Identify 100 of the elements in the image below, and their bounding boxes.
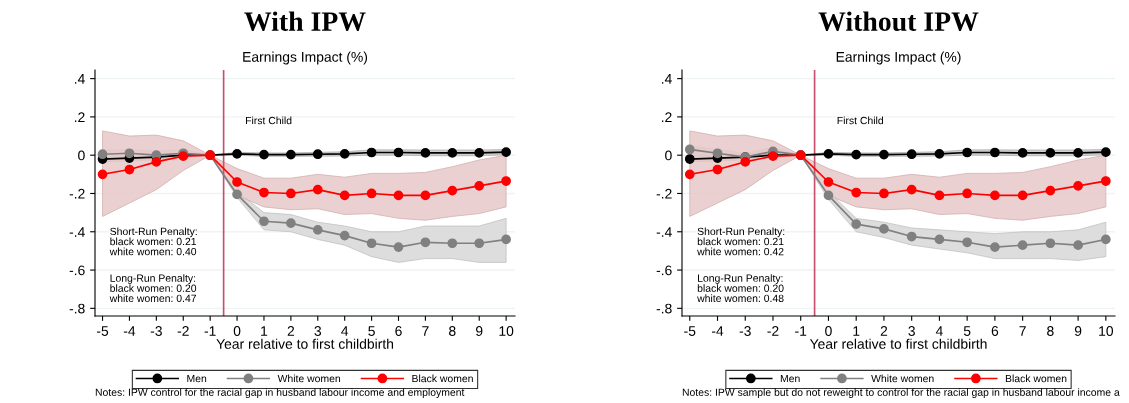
y-tick-label: .4 [74, 74, 85, 84]
legend-label: Black women [1005, 374, 1067, 383]
ref-line-label: First Child [837, 116, 883, 125]
point [1073, 180, 1083, 191]
point [879, 188, 889, 199]
x-axis-title: Year relative to first childbirth [216, 338, 394, 349]
point [232, 148, 242, 159]
x-tick-label: -4 [711, 326, 724, 336]
point [740, 157, 751, 167]
point [1017, 190, 1028, 201]
x-tick-label: 0 [233, 326, 241, 336]
x-tick-label: -2 [177, 326, 189, 336]
point [286, 188, 296, 199]
y-tick-label: .4 [661, 74, 672, 84]
x-tick-label: 8 [1047, 326, 1054, 336]
annotation: Short-Run Penalty: black women: 0.21 white women: 0.42 [697, 227, 785, 256]
point [312, 184, 323, 195]
chart-title: With IPW [244, 11, 366, 32]
point [124, 164, 135, 175]
point [259, 149, 269, 160]
x-tick-label: -3 [739, 326, 751, 336]
point [1045, 185, 1056, 196]
y-tick-label: .2 [74, 112, 85, 122]
point [339, 148, 350, 159]
x-tick-label: -4 [123, 326, 136, 336]
point [232, 177, 242, 187]
x-tick-label: 4 [935, 326, 943, 336]
x-axis-title: Year relative to first childbirth [809, 338, 987, 349]
point [1073, 240, 1083, 251]
point [906, 231, 917, 242]
x-tick-label: 5 [963, 326, 971, 336]
x-tick-label: 8 [449, 326, 456, 336]
point [684, 144, 695, 155]
point [934, 234, 945, 245]
y-tick-label: .2 [661, 112, 672, 122]
point [393, 190, 404, 201]
legend-label: Black women [412, 374, 473, 383]
point [1100, 234, 1111, 245]
x-tick-label: 10 [1099, 326, 1114, 336]
point [366, 238, 377, 249]
point [339, 230, 350, 241]
point [1100, 176, 1111, 186]
point [962, 188, 973, 199]
x-tick-label: -1 [204, 326, 216, 336]
y-tick-label: -.2 [656, 188, 672, 199]
x-tick-label: 10 [499, 326, 514, 336]
point [420, 190, 431, 201]
y-tick-label: -.2 [69, 188, 85, 199]
point [684, 154, 695, 164]
x-tick-label: 2 [880, 326, 888, 336]
x-tick-label: 7 [422, 326, 429, 336]
point [823, 177, 834, 187]
point [151, 157, 162, 167]
x-tick-label: 4 [341, 326, 349, 336]
point [1045, 238, 1056, 249]
point [879, 149, 889, 160]
point [934, 190, 945, 201]
x-tick-label: 5 [368, 326, 375, 336]
point [1073, 148, 1083, 158]
point [879, 224, 889, 234]
point [393, 242, 404, 252]
point [420, 148, 431, 158]
y-tick-label: -.8 [69, 303, 85, 314]
y-tick-label: -.4 [656, 227, 672, 237]
point [447, 238, 458, 249]
point [990, 147, 1000, 158]
x-tick-label: -1 [795, 326, 807, 336]
point [286, 149, 296, 160]
point [124, 148, 135, 159]
annotation: Long-Run Penalty: black women: 0.20 white women: 0.48 [697, 274, 784, 303]
y-tick-label: 0 [78, 150, 85, 161]
point [447, 185, 458, 196]
x-tick-label: 3 [908, 326, 915, 336]
chart-title: Without IPW [818, 11, 979, 32]
point [823, 190, 834, 201]
point [1017, 240, 1028, 251]
point [232, 189, 242, 200]
y-tick-label: -.8 [656, 303, 672, 314]
x-tick-label: -5 [684, 326, 696, 336]
point [447, 148, 458, 158]
x-tick-label: 7 [1019, 326, 1026, 336]
point [474, 148, 485, 158]
x-tick-label: -3 [150, 326, 162, 336]
chart-subtitle: Earnings Impact (%) [836, 51, 961, 65]
chart-subtitle: Earnings Impact (%) [243, 51, 368, 65]
annotation: Short-Run Penalty: black women: 0.21 white women: 0.40 [109, 227, 197, 256]
point [684, 169, 695, 180]
point [851, 187, 862, 198]
point [851, 219, 862, 229]
point [962, 147, 973, 158]
annotation: Long-Run Penalty: black women: 0.20 white women: 0.47 [109, 274, 197, 303]
point [259, 216, 269, 227]
point [97, 169, 108, 180]
ref-line-label: First Child [245, 116, 292, 125]
point [286, 218, 296, 229]
x-tick-label: 6 [395, 326, 402, 336]
point [474, 180, 485, 191]
point [501, 234, 511, 245]
x-tick-label: -5 [96, 326, 109, 336]
point [990, 190, 1000, 201]
